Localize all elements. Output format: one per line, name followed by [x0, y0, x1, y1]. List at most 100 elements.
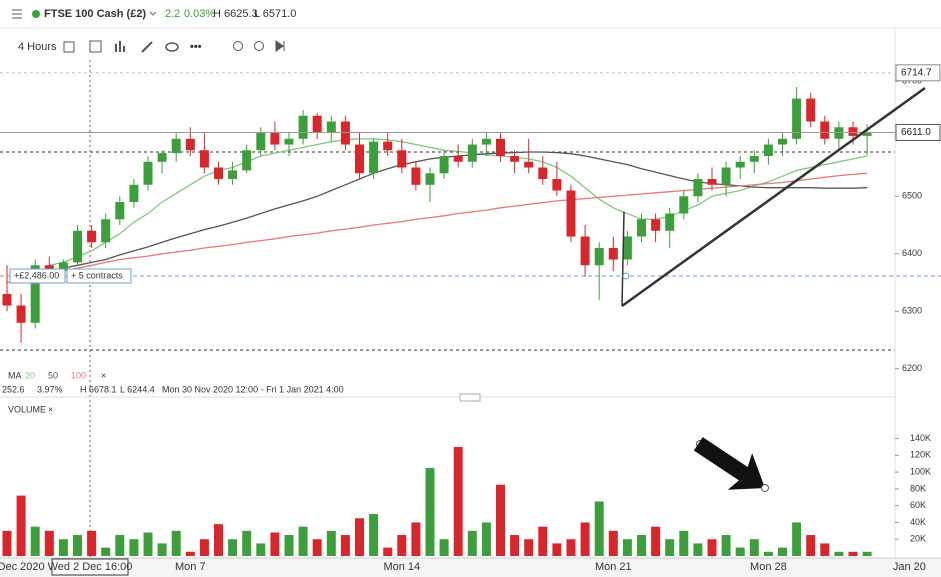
candle-body	[538, 167, 548, 180]
volume-bar	[87, 530, 97, 556]
candle-body	[792, 98, 802, 139]
x-tick-label: Jan 20	[893, 561, 926, 573]
more-icon[interactable]: •••	[190, 41, 202, 53]
volume-bar	[383, 547, 393, 556]
y-tick-label: 60K	[910, 500, 926, 510]
day-high: H 6625.3	[213, 8, 258, 20]
y-tick-label: 80K	[910, 483, 926, 493]
legend-entry: 50	[48, 370, 58, 380]
volume-bar	[411, 522, 421, 556]
candle-body	[326, 121, 336, 134]
tool-icon[interactable]	[165, 42, 179, 52]
volume-bar	[806, 535, 816, 556]
y-tick-label: 6500	[902, 191, 922, 201]
chevron[interactable]	[149, 11, 157, 16]
interval[interactable]: 4 Hours	[18, 41, 57, 53]
candle-body	[580, 236, 590, 266]
volume-bar	[439, 539, 449, 556]
x-tick-label: Dec 2020	[0, 561, 45, 573]
volume-bar	[242, 530, 252, 556]
candle-body	[552, 179, 562, 191]
candle-body	[651, 219, 661, 231]
candle-body	[834, 127, 844, 139]
tool-icon[interactable]	[141, 41, 153, 53]
ma-label: MA	[8, 370, 22, 380]
candle-body	[397, 150, 407, 168]
position-pl-box[interactable]	[9, 268, 66, 284]
volume-bar	[228, 539, 238, 556]
y-tick-label: 40K	[910, 517, 926, 527]
candle-body	[44, 265, 54, 272]
change: 2.2	[165, 8, 180, 20]
menu-icon[interactable]	[12, 9, 22, 19]
volume-bar	[2, 530, 12, 556]
candle-body	[143, 161, 153, 185]
day-low: L 6571.0	[254, 8, 296, 20]
volume-bar	[340, 535, 350, 556]
candle-body	[608, 248, 618, 260]
tool-icon[interactable]	[115, 41, 125, 52]
arrow-handle[interactable]	[761, 484, 769, 492]
close-icon[interactable]: ×	[48, 404, 53, 414]
volume-bar	[594, 501, 604, 556]
price-label-box	[895, 64, 941, 82]
volume-bar	[707, 539, 717, 556]
zoom-in[interactable]	[254, 41, 264, 51]
volume-bar	[30, 526, 40, 556]
volume-bar	[552, 543, 562, 556]
y-tick-label: 120K	[910, 450, 931, 460]
position-size[interactable]: + 5 contracts	[71, 270, 123, 280]
volume-bar	[425, 467, 435, 556]
candle-body	[58, 262, 68, 272]
y-tick-label: 6400	[902, 248, 922, 258]
candle-body	[411, 167, 421, 185]
candle-body	[594, 248, 604, 266]
volume-bar	[129, 539, 139, 556]
x-tick-label: Mon 28	[750, 561, 787, 573]
position-size-box[interactable]	[66, 268, 132, 284]
instrument-name[interactable]: FTSE 100 Cash (£2)	[44, 8, 146, 20]
candle-body	[510, 156, 520, 162]
trend-line[interactable]	[621, 86, 926, 308]
candle-body	[637, 219, 646, 237]
volume-bar	[284, 535, 294, 556]
legend-entry: 20	[25, 370, 35, 380]
candle-body	[129, 184, 139, 203]
range-change: 252.6	[2, 384, 25, 394]
volume-bar	[763, 551, 773, 556]
candle-body	[467, 144, 477, 162]
volume-bar	[862, 551, 872, 556]
candle-body	[481, 138, 491, 145]
volume-bar	[256, 543, 266, 556]
tool-icon[interactable]	[63, 41, 75, 53]
volume-bar	[580, 522, 590, 556]
scroll-end[interactable]	[275, 40, 285, 52]
candle-body	[340, 121, 350, 145]
volume-bar	[185, 551, 195, 556]
volume-bar	[510, 535, 520, 556]
arrow[interactable]	[686, 425, 777, 506]
volume-bar	[538, 526, 548, 556]
volume-bar	[214, 524, 223, 556]
volume-bar	[679, 530, 689, 556]
volume-bar	[820, 543, 830, 556]
zoom-out[interactable]	[233, 41, 243, 51]
candle-body	[284, 138, 294, 145]
candle-body	[622, 236, 632, 260]
close-icon: ×	[101, 370, 106, 380]
candle-body	[524, 161, 534, 168]
position-pl[interactable]: +£2,486.00	[14, 270, 59, 280]
pane-handle[interactable]	[459, 393, 481, 402]
candle-body	[355, 144, 364, 174]
tool-icon[interactable]	[89, 40, 102, 53]
volume-bar	[312, 539, 322, 556]
trend-line[interactable]	[621, 211, 625, 307]
price-label: 6714.7	[901, 67, 932, 78]
volume-bar	[622, 539, 632, 556]
candle-body	[369, 141, 379, 174]
candle-body	[87, 230, 97, 243]
y-tick-label: 100K	[910, 466, 931, 476]
candle-body	[862, 132, 872, 136]
candle-body	[171, 138, 181, 154]
